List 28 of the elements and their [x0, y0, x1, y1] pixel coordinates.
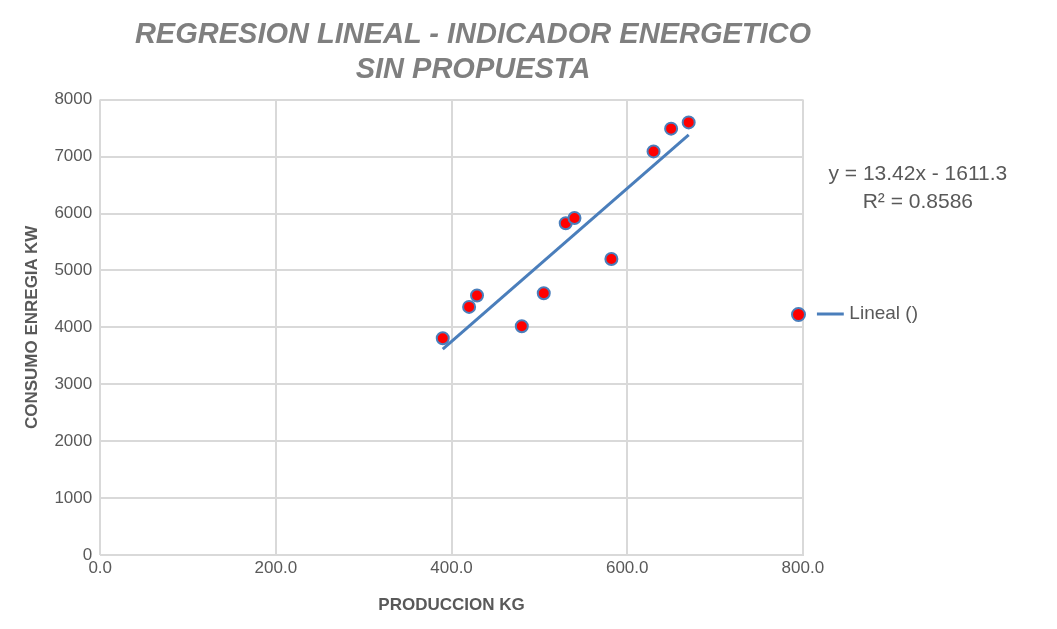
- x-tick-label: 600.0: [605, 558, 649, 578]
- y-tick-label: 6000: [54, 203, 93, 223]
- point: [470, 288, 485, 303]
- y-tick-label: 1000: [54, 487, 93, 507]
- text: y = 13.42x - 1611.3: [828, 160, 1008, 184]
- point: [646, 144, 661, 159]
- y-tick-label: 7000: [54, 146, 93, 166]
- y-tick-label: 5000: [54, 260, 93, 280]
- legend-label: Lineal (): [849, 302, 919, 324]
- y-axis-title: CONSUMO ENREGIA KW: [21, 224, 41, 430]
- point: [681, 115, 696, 130]
- x-tick-label: 800.0: [781, 558, 825, 578]
- x-tick-label: 400.0: [430, 558, 473, 578]
- x-axis-title: PRODUCCION KG: [378, 595, 525, 615]
- point: [462, 299, 477, 314]
- point: [514, 319, 529, 334]
- y-tick-label: 8000: [54, 89, 93, 109]
- x-tick-label: 200.0: [254, 558, 298, 578]
- y-tick-label: 3000: [54, 374, 93, 394]
- point: [567, 211, 582, 226]
- text: R² = 0.8586: [862, 188, 974, 212]
- point: [664, 121, 679, 136]
- point: [536, 286, 551, 301]
- y-tick-label: 4000: [54, 317, 93, 337]
- point: [435, 331, 450, 346]
- y-tick-label: 2000: [54, 430, 93, 450]
- point: [604, 252, 619, 267]
- chart-title: REGRESION LINEAL - INDICADOR ENERGETICO SIN PROPUESTA: [134, 17, 812, 85]
